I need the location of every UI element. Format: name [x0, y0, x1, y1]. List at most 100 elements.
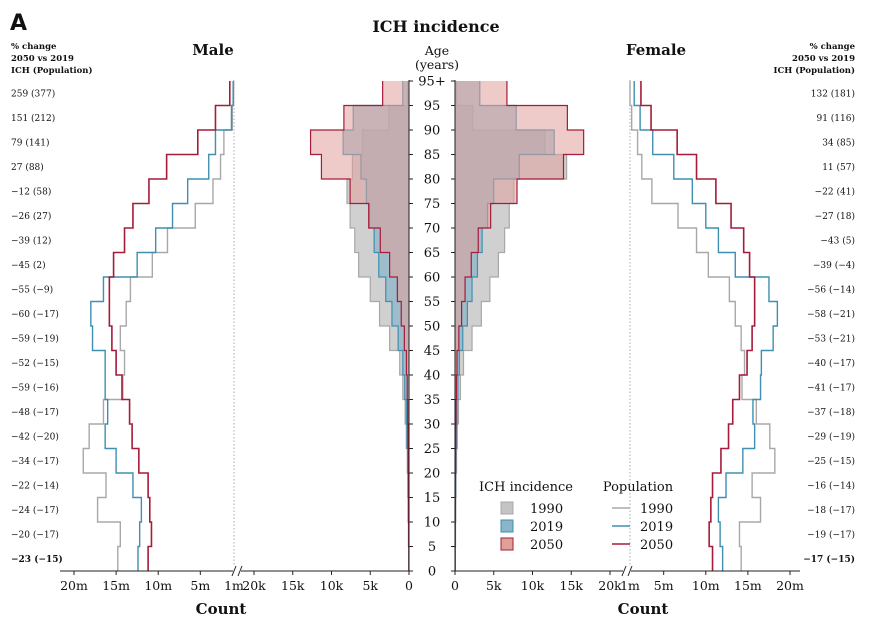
female-pct-change-label: −39 (−4)	[813, 260, 855, 271]
female-axis-break-gap	[623, 565, 631, 577]
age-tick-label: 30	[424, 418, 441, 433]
population-lines	[82, 81, 779, 571]
legend-population-title: Population	[603, 480, 674, 495]
female-pct-change-label: −22 (41)	[815, 186, 855, 197]
male-inc-tick-label: 10k	[320, 578, 344, 593]
female-pct-change-label: −58 (−21)	[807, 309, 855, 320]
female-pct-change-label: −27 (18)	[815, 211, 855, 222]
male-incidence-2050-outline	[309, 81, 410, 571]
age-tick-label: 45	[424, 344, 441, 359]
age-tick-label: 20	[424, 467, 441, 482]
age-tick-label: 55	[424, 295, 441, 310]
chart-title: ICH incidence	[372, 17, 499, 36]
legend-incidence-title: ICH incidence	[479, 480, 573, 495]
legend-incidence-label: 1990	[530, 502, 563, 517]
female-pct-change-label: −43 (5)	[820, 235, 855, 246]
age-tick-label: 70	[424, 222, 441, 237]
x-axis-title-female: Count	[618, 600, 669, 618]
pct-header-line: 2050 vs 2019	[11, 54, 74, 64]
female-inc-tick-label: 5k	[486, 578, 502, 593]
age-tick-label: 10	[424, 516, 441, 531]
male-pct-change-label: −59 (−19)	[11, 333, 59, 344]
male-inc-tick-label: 0	[405, 578, 413, 593]
female-axis-break-mark	[621, 565, 627, 577]
female-pct-change-label: −56 (−14)	[807, 284, 855, 295]
female-pct-change-label: 11 (57)	[822, 162, 855, 173]
female-pct-change-label: −40 (−17)	[807, 358, 855, 369]
age-tick-label: 40	[424, 369, 441, 384]
female-pct-change-label: 91 (116)	[816, 113, 855, 124]
female-pct-change-label: −53 (−21)	[807, 333, 855, 344]
female-inc-tick-label: 10k	[521, 578, 545, 593]
male-pct-change-label: −12 (58)	[11, 186, 51, 197]
male-population-2050-line	[108, 81, 231, 571]
female-label: Female	[626, 41, 686, 59]
male-pct-change-label: −60 (−17)	[11, 309, 59, 320]
female-inc-tick-label: 0	[451, 578, 459, 593]
age-tick-label: 90	[424, 124, 441, 139]
incidence-areas	[309, 81, 585, 571]
age-tick-label: 0	[428, 565, 436, 580]
male-pop-tick-label: 15m	[102, 578, 130, 593]
male-pct-change-label: −45 (2)	[11, 260, 46, 271]
female-pop-tick-label: 10m	[692, 578, 720, 593]
age-tick-label: 5	[428, 540, 436, 555]
male-pop-tick-label: 5m	[190, 578, 210, 593]
legend-incidence-label: 2019	[530, 520, 563, 535]
male-pct-change-label: 151 (212)	[11, 113, 55, 124]
legend-incidence-label: 2050	[530, 538, 563, 553]
male-pct-change-label: −59 (−16)	[11, 382, 59, 393]
female-pct-change-label: −41 (−17)	[807, 382, 855, 393]
x-axis-title-male: Count	[196, 600, 247, 618]
female-pct-change-label: −18 (−17)	[807, 505, 855, 516]
female-pct-change-label: −17 (−15)	[803, 554, 855, 565]
male-pct-change-label: −23 (−15)	[11, 554, 63, 565]
male-pct-change-label: −42 (−20)	[11, 431, 59, 442]
male-pct-change-label: −26 (27)	[11, 211, 51, 222]
male-pct-change-label: −52 (−15)	[11, 358, 59, 369]
female-pop-tick-label: 15m	[734, 578, 762, 593]
age-tick-label: 25	[424, 442, 441, 457]
age-axis-unit: (years)	[415, 57, 459, 72]
female-pop-tick-label: 20m	[776, 578, 804, 593]
male-label: Male	[192, 41, 234, 59]
female-pct-change-label: −19 (−17)	[807, 529, 855, 540]
pct-header-line: ICH (Population)	[11, 65, 92, 76]
age-axis-label: Age	[424, 43, 449, 58]
male-pop-tick-label: 20m	[60, 578, 88, 593]
male-population-2019-line	[90, 81, 234, 571]
female-inc-tick-label: 20k	[598, 578, 622, 593]
female-pop-tick-label: 1m	[620, 578, 640, 593]
age-tick-label: 50	[424, 320, 441, 335]
pct-header-line: % change	[810, 42, 856, 52]
age-tick-label: 75	[424, 197, 441, 212]
pct-header-line: 2050 vs 2019	[792, 54, 855, 64]
reference-lines	[233, 80, 631, 571]
pct-header-line: ICH (Population)	[774, 65, 855, 76]
female-pct-change-label: −16 (−14)	[807, 480, 855, 491]
age-tick-label: 35	[424, 393, 441, 408]
legend-population-label: 2019	[640, 520, 673, 535]
age-tick-label: 80	[424, 173, 441, 188]
male-pct-change-label: 79 (141)	[11, 137, 50, 148]
female-pop-tick-label: 5m	[654, 578, 674, 593]
pct-change-labels: −23 (−15) −20 (−17) −24 (−17) −22 (−14) −34 …	[11, 88, 855, 565]
legend: ICH incidence Population 1990 1990 2019 2019 2…	[479, 480, 674, 553]
female-pct-change-label: −37 (−18)	[807, 407, 855, 418]
male-pop-tick-label: 1m	[224, 578, 244, 593]
male-population-1990-line	[82, 81, 235, 571]
female-pct-change-label: −29 (−19)	[807, 431, 855, 442]
legend-incidence-swatch-2050	[500, 537, 514, 551]
age-tick-label: 95	[424, 99, 441, 114]
male-inc-tick-label: 15k	[281, 578, 305, 593]
male-pct-change-label: −24 (−17)	[11, 505, 59, 516]
legend-incidence-swatch-2019	[500, 519, 514, 533]
legend-population-label: 2050	[640, 538, 673, 553]
female-pct-change-label: 34 (85)	[822, 137, 855, 148]
female-pct-change-label: −25 (−15)	[807, 456, 855, 467]
female-inc-tick-label: 15k	[560, 578, 584, 593]
legend-population-label: 1990	[640, 502, 673, 517]
